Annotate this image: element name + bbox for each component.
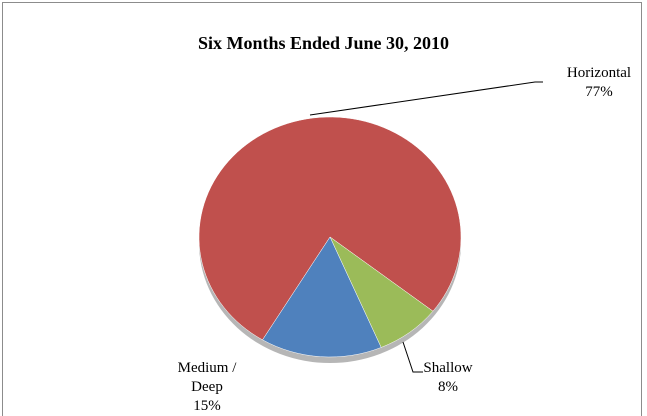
chart-title: Six Months Ended June 30, 2010 (197, 33, 450, 53)
slice-label: Medium / Deep 15% (170, 359, 244, 416)
category-label: Medium / Deep (177, 360, 237, 395)
category-label: Horizontal (566, 65, 632, 81)
value-label: 15% (193, 398, 221, 414)
pie (198, 116, 462, 358)
leader-line (402, 341, 423, 373)
pie-slice (262, 236, 382, 358)
value-label: 77% (585, 84, 613, 100)
leader-line (309, 81, 543, 116)
value-label: 8% (438, 379, 458, 395)
slice-label: Horizontal 77% (544, 64, 647, 102)
category-label: Shallow (423, 360, 473, 376)
leader-lines (309, 81, 543, 373)
slice-label: Shallow 8% (420, 359, 476, 397)
